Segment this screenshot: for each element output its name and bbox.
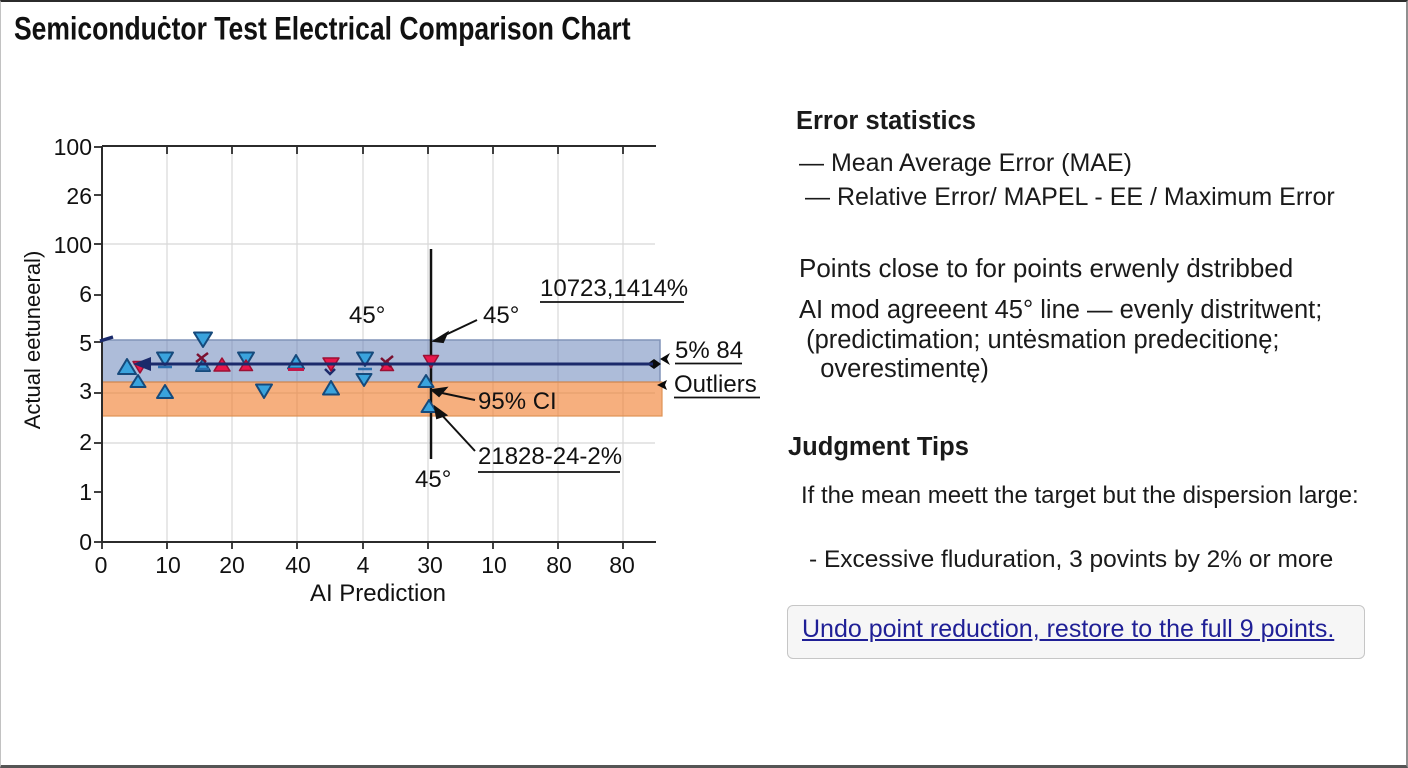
svg-text:45°: 45° (349, 302, 385, 329)
svg-text:Outliers: Outliers (674, 371, 757, 398)
svg-text:21828-24-2%: 21828-24-2% (478, 443, 622, 470)
svg-text:26: 26 (66, 183, 92, 209)
svg-text:10: 10 (155, 552, 181, 578)
svg-text:80: 80 (546, 552, 572, 578)
svg-text:20: 20 (219, 552, 245, 578)
svg-text:3: 3 (79, 378, 92, 404)
svg-text:40: 40 (285, 552, 311, 578)
svg-text:10723,1414%: 10723,1414% (540, 275, 688, 302)
svg-text:5% 84: 5% 84 (675, 337, 743, 364)
svg-text:Actual eetuneeral): Actual eetuneeral) (20, 251, 45, 430)
svg-text:5: 5 (79, 330, 92, 356)
svg-text:45°: 45° (483, 302, 519, 329)
svg-text:0: 0 (79, 529, 92, 555)
svg-text:4: 4 (357, 552, 370, 578)
svg-text:6: 6 (79, 281, 92, 307)
svg-text:100: 100 (54, 134, 92, 160)
svg-text:30: 30 (417, 552, 443, 578)
svg-text:AI Prediction: AI Prediction (310, 580, 446, 607)
svg-text:45°: 45° (415, 466, 451, 493)
svg-text:2: 2 (79, 429, 92, 455)
svg-text:0: 0 (95, 552, 108, 578)
svg-text:100: 100 (54, 232, 92, 258)
svg-text:80: 80 (609, 552, 635, 578)
svg-text:1: 1 (79, 479, 92, 505)
svg-text:95% CI: 95% CI (478, 388, 557, 415)
svg-text:10: 10 (481, 552, 507, 578)
